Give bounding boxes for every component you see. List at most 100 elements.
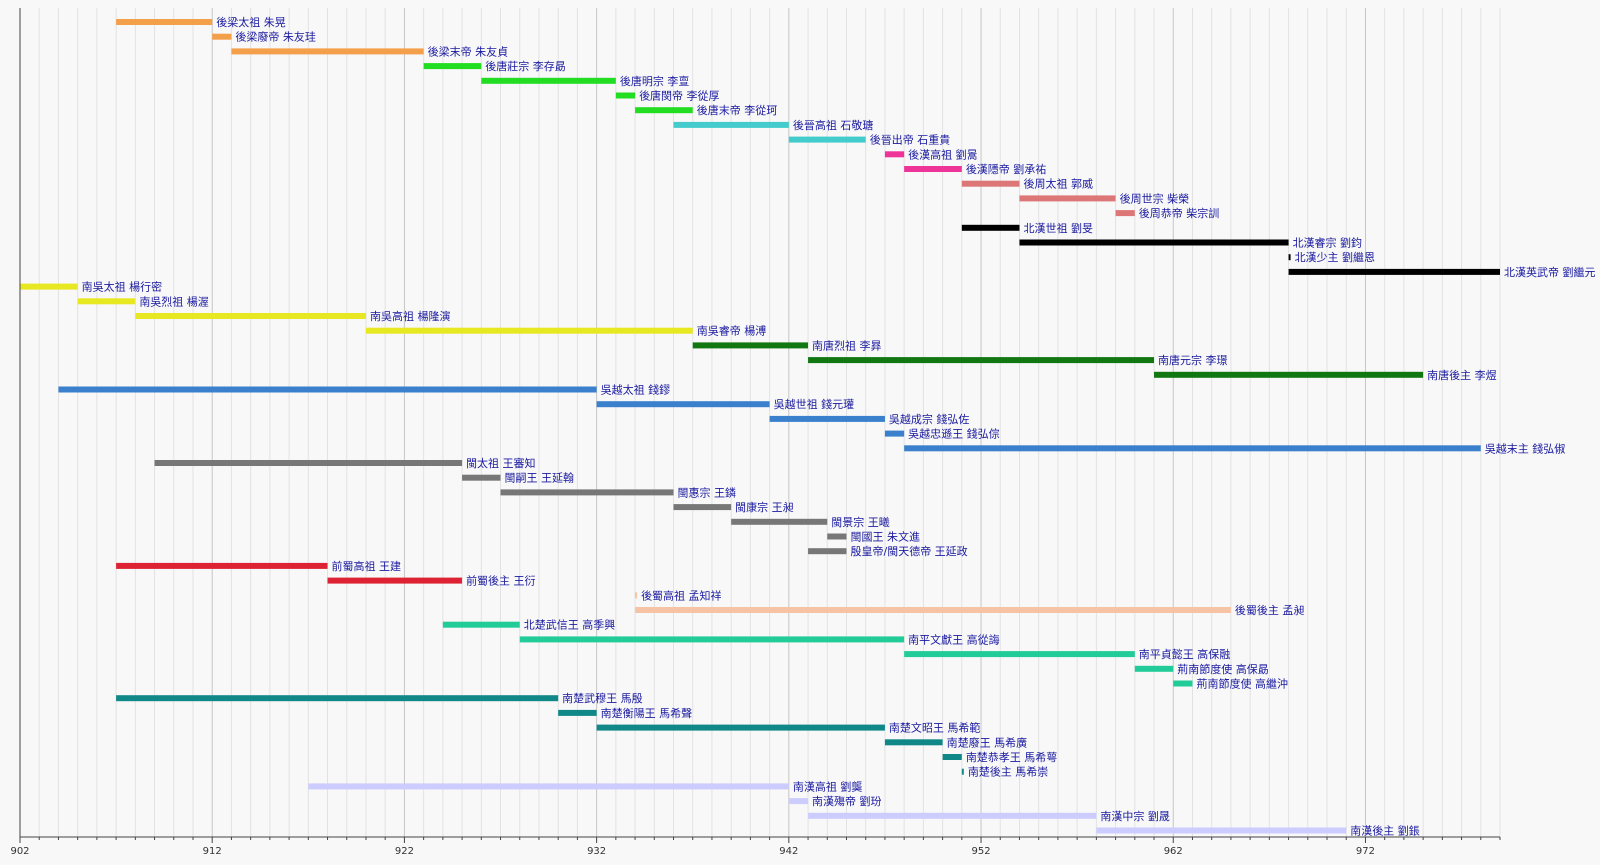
reign-label: 後梁廢帝 朱友珪 bbox=[235, 30, 316, 44]
reign-label: 前蜀後主 王衍 bbox=[466, 574, 535, 588]
reign-label: 南吳烈祖 楊渥 bbox=[139, 294, 209, 308]
reign-label: 吳越太祖 錢鏐 bbox=[601, 383, 671, 397]
reign-bar bbox=[884, 151, 905, 158]
reign-label: 南漢高祖 劉龑 bbox=[793, 779, 863, 793]
reign-bar bbox=[423, 63, 482, 70]
reign-bar bbox=[615, 92, 636, 99]
reign-bar bbox=[635, 107, 693, 114]
reign-label: 南楚文昭王 馬希範 bbox=[889, 721, 981, 735]
x-tick-label: 972 bbox=[1356, 846, 1375, 857]
reign-label: 後周恭帝 柴宗訓 bbox=[1139, 206, 1220, 220]
reign-label: 北漢英武帝 劉繼元 bbox=[1504, 265, 1596, 279]
reign-label: 閩康宗 王昶 bbox=[735, 500, 794, 514]
reign-label: 後蜀後主 孟昶 bbox=[1235, 603, 1305, 617]
x-axis: 902 912 922 932 942 952 962 972 bbox=[10, 8, 1501, 857]
reign-label: 閩國王 朱文進 bbox=[850, 530, 920, 544]
reign-bar bbox=[135, 313, 366, 319]
reign-bar bbox=[904, 651, 1135, 658]
reign-label: 北楚武信王 高季興 bbox=[524, 618, 616, 632]
reign-label: 後唐閔帝 李從厚 bbox=[639, 89, 720, 103]
reign-bar bbox=[308, 783, 789, 790]
reign-bar bbox=[116, 562, 328, 569]
reign-bar bbox=[1096, 827, 1347, 834]
reign-label: 後周太祖 郭威 bbox=[1023, 177, 1092, 191]
reign-bar bbox=[1019, 195, 1116, 202]
reign-label: 閩太祖 王審知 bbox=[466, 456, 535, 470]
reign-label: 後周世宗 柴榮 bbox=[1120, 191, 1190, 205]
reign-label: 荊南節度使 高保勗 bbox=[1177, 662, 1269, 676]
reign-label: 閩景宗 王曦 bbox=[831, 515, 890, 529]
reign-label: 後晉高祖 石敬瑭 bbox=[793, 118, 874, 132]
reign-label: 後梁太祖 朱晃 bbox=[216, 15, 286, 29]
reign-label: 後唐末帝 李從珂 bbox=[697, 103, 778, 117]
reign-label: 後唐莊宗 李存勗 bbox=[485, 59, 566, 73]
reign-label: 北漢少主 劉繼恩 bbox=[1295, 250, 1376, 264]
reign-label: 後漢高祖 劉暠 bbox=[908, 147, 978, 161]
reign-label: 南漢後主 劉鋹 bbox=[1350, 824, 1420, 838]
reign-bar bbox=[1288, 254, 1291, 261]
reign-bar bbox=[961, 180, 1020, 187]
x-tick-label: 922 bbox=[395, 846, 414, 857]
reign-bar bbox=[442, 621, 520, 628]
reign-bar bbox=[1288, 268, 1500, 275]
reign-bar bbox=[116, 695, 559, 702]
x-tick-label: 912 bbox=[203, 846, 222, 857]
reign-bar bbox=[231, 48, 424, 55]
reign-label: 閩嗣王 王延翰 bbox=[505, 471, 575, 485]
reign-bar bbox=[1154, 371, 1424, 378]
reign-bar bbox=[884, 430, 905, 437]
reign-label: 前蜀高祖 王建 bbox=[332, 559, 402, 573]
reign-label: 北漢睿宗 劉鈞 bbox=[1293, 236, 1363, 250]
reign-bar bbox=[808, 812, 1097, 819]
reign-label: 南唐後主 李煜 bbox=[1427, 368, 1497, 382]
reign-label: 殷皇帝/閩天德帝 王延政 bbox=[850, 544, 967, 558]
reign-bar bbox=[884, 739, 943, 746]
reign-label: 吳越世祖 錢元瓘 bbox=[774, 397, 855, 411]
reign-bar bbox=[904, 445, 1481, 452]
reign-label: 吳越成宗 錢弘佐 bbox=[889, 412, 970, 426]
reign-label: 南唐烈祖 李昪 bbox=[812, 338, 882, 352]
reign-bar bbox=[692, 342, 809, 349]
reign-bar bbox=[154, 460, 463, 466]
reign-label: 北漢世祖 劉旻 bbox=[1023, 221, 1092, 235]
reign-bar bbox=[1134, 665, 1174, 672]
reign-bar bbox=[558, 709, 597, 716]
reign-bar bbox=[788, 798, 809, 805]
reign-bar bbox=[942, 754, 962, 760]
reign-bar bbox=[904, 166, 962, 172]
reign-bar bbox=[481, 77, 616, 84]
reign-bar bbox=[519, 636, 905, 643]
reign-label: 後梁末帝 朱友貞 bbox=[428, 44, 509, 58]
reign-label: 南唐元宗 李璟 bbox=[1158, 353, 1228, 367]
reign-bar bbox=[327, 577, 463, 584]
reign-bar bbox=[212, 33, 232, 40]
reign-label: 南吳高祖 楊隆演 bbox=[370, 309, 451, 323]
reign-label: 荊南節度使 高繼沖 bbox=[1196, 677, 1288, 691]
reign-label: 南楚後主 馬希崇 bbox=[968, 765, 1048, 779]
reign-bar bbox=[769, 415, 885, 422]
reign-bar bbox=[596, 724, 885, 731]
reign-bar bbox=[673, 504, 732, 511]
reign-label: 吳越忠遜王 錢弘倧 bbox=[908, 427, 1000, 441]
reign-label: 閩惠宗 王鏻 bbox=[678, 485, 737, 499]
reign-bar bbox=[1115, 210, 1135, 217]
reign-bar bbox=[596, 401, 770, 408]
reign-bar bbox=[500, 489, 674, 496]
reign-bar bbox=[827, 533, 847, 540]
x-tick-label: 932 bbox=[587, 846, 606, 857]
reign-bar bbox=[961, 224, 1020, 231]
reign-bar bbox=[673, 121, 789, 128]
reign-label: 後晉出帝 石重貴 bbox=[870, 133, 951, 147]
reign-label: 後漢隱帝 劉承祐 bbox=[966, 162, 1046, 176]
reign-bar bbox=[116, 19, 213, 25]
reign-bar bbox=[462, 474, 501, 481]
x-tick-label: 942 bbox=[779, 846, 798, 857]
reign-bar bbox=[788, 136, 866, 143]
reign-label: 南吳睿帝 楊溥 bbox=[697, 324, 767, 338]
grid-lines bbox=[19, 8, 1501, 837]
reign-bar bbox=[1019, 239, 1289, 246]
reign-bar bbox=[365, 327, 693, 334]
reign-label: 南楚廢王 馬希廣 bbox=[947, 735, 1028, 749]
reign-label: 吳越末主 錢弘俶 bbox=[1485, 441, 1566, 455]
